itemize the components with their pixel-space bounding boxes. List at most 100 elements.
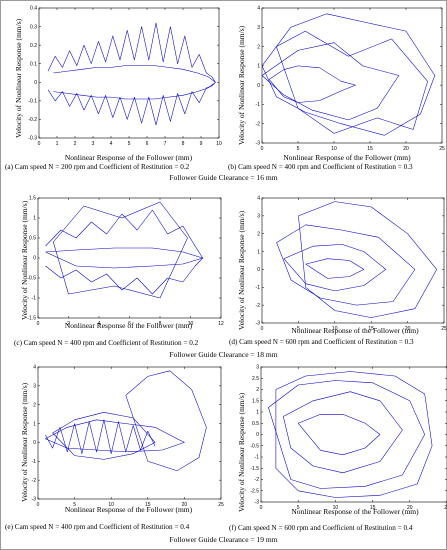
series-line-b-1 [261,13,436,136]
x-tick-label-b: 15 [367,146,373,152]
y-tick-label-a: 0.1 [30,61,37,67]
series-line-f-1 [268,380,425,489]
x-tick-label-c: 4 [98,321,101,327]
xlabel-a: Nonlinear Response of the Follower (mm) [64,153,193,162]
y-tick-label-e: -3 [32,497,37,503]
panel-e: 0 5 10 15 20 25 -3 -2 -1 0 1 2 3 4 Velocity of Nonlin… [0,362,224,550]
y-tick-label-e: 3 [33,384,36,390]
plot-area-e [37,366,222,500]
x-tick-label-d: 10 [332,326,338,332]
caption-f: (f) Cam speed N = 600 rpm and Coefficien… [229,524,413,532]
y-tick-label-f: -1.5 [250,466,259,472]
plot-area-a [38,7,220,139]
x-tick-label-f: 25 [444,505,447,511]
y-tick-label-f: 1.5 [252,398,259,404]
y-tick-label-b: 3 [257,25,260,31]
y-tick-label-d: -1 [256,285,261,291]
y-tick-label-e: -2 [32,478,37,484]
series-line-b-3 [261,42,400,121]
x-tick-label-a: 6 [146,141,149,147]
series-line-d-3 [305,258,365,279]
ylabel-b: Velocity of Nonlinear Response (mm/s) [237,25,246,145]
x-tick-label-f: 20 [407,505,413,511]
panel-c: 0 2 4 6 8 10 12 -1.5 -1 -0.5 0 0.5 1 1.5 Velocity of … [0,190,224,360]
x-tick-label-c: 10 [188,321,194,327]
x-tick-label-e: 20 [182,502,188,508]
y-tick-label-e: 0 [33,440,36,446]
xlabel-e: Nonlinear Response of the Follower (mm) [64,505,193,514]
y-tick-label-a: 0 [34,80,37,86]
series-line-b-2 [276,30,428,134]
plot-area-d [261,197,445,324]
plot-a: 0 1 2 3 4 5 6 7 8 9 10 -0.3 -0.2 -0.1 0 0.1 0.2 0.3 0.4 [28,6,222,147]
series-line-a-0 [47,22,216,83]
series-line-a-2 [53,65,216,100]
x-tick-label-a: 9 [200,141,203,147]
x-tick-label-a: 5 [128,141,131,147]
x-tick-label-a: 0 [38,141,41,147]
y-tick-label-e: 2 [33,402,36,408]
x-tick-label-d: 20 [405,326,411,332]
y-tick-label-e: 1 [33,421,36,427]
y-tick-label-e: -1 [32,459,37,465]
series-line-b-0 [268,65,356,103]
y-tick-label-f: 0.5 [252,421,259,427]
series-line-f-2 [283,391,403,474]
series-line-d-1 [276,224,416,306]
plot-c: 0 2 4 6 8 10 12 -1.5 -1 -0.5 0 0.5 1 1.5 [27,196,224,327]
ylabel-d: Velocity of Nonlinear Response (mm/s) [237,210,246,330]
y-tick-label-c: 1 [33,216,36,222]
plot-b: 0 5 10 15 20 25 -3 -2 -1 0 1 2 3 4 [256,6,445,152]
plot-f: 0 5 10 15 20 25 -3 -2.5 -2 -1.5 -1 -0.5 0 0.5 1 1.5 2 2.5… [250,365,447,511]
x-tick-label-a: 7 [164,141,167,147]
y-tick-label-f: 3 [256,365,259,371]
x-tick-label-e: 0 [37,502,40,508]
x-tick-label-e: 5 [73,502,76,508]
xlabel-d: Nonlinear Response of the Follower (mm) [291,326,419,335]
x-tick-label-b: 5 [297,146,300,152]
y-tick-label-c: 0 [33,256,36,262]
x-tick-label-c: 6 [128,321,131,327]
y-tick-label-f: -2 [255,477,260,483]
panel-b: 0 5 10 15 20 25 -3 -2 -1 0 1 2 3 4 Velocity of Nonlin… [224,0,447,180]
group-label-19mm: Follower Guide Clearance = 19 mm [169,535,278,544]
y-tick-label-c: -1 [32,296,37,302]
plot-e: 0 5 10 15 20 25 -3 -2 -1 0 1 2 3 4 [32,365,224,508]
y-tick-label-b: 0 [257,83,260,89]
x-tick-label-e: 10 [108,502,114,508]
x-tick-label-e: 15 [145,502,151,508]
x-tick-label-e: 25 [218,502,224,508]
group-label-16mm: Follower Guide Clearance = 16 mm [169,173,278,182]
x-tick-label-a: 10 [216,141,222,147]
x-tick-label-c: 8 [159,321,162,327]
series-line-c-3 [53,201,188,299]
y-tick-label-f: 2.5 [252,376,259,382]
y-tick-label-d: 0 [257,267,260,273]
x-tick-label-b: 0 [261,146,264,152]
y-tick-label-b: 4 [257,6,260,12]
y-tick-label-a: 0.3 [30,24,37,30]
xlabel-c: Nonlinear Response of the Follower (mm) [64,321,193,330]
x-tick-label-a: 8 [182,141,185,147]
series-line-e-2 [52,412,156,460]
caption-e: (e) Cam speed N = 400 rpm and Coefficien… [5,523,190,531]
xlabel-f: Nonlinear Response of the Follower (mm) [291,507,419,516]
caption-a: (a) Cam speed N = 200 rpm and Coefficien… [5,163,190,171]
series-line-c-2 [45,247,203,269]
x-tick-label-f: 5 [297,505,300,511]
y-tick-label-d: -3 [256,321,261,327]
y-tick-label-e: 4 [33,365,36,371]
x-tick-label-a: 4 [110,141,113,147]
x-tick-label-d: 15 [368,326,374,332]
y-tick-label-a: 0.4 [30,6,37,12]
y-tick-label-b: -1 [256,102,261,108]
y-tick-label-a: -0.1 [28,99,37,105]
x-tick-label-d: 5 [297,326,300,332]
plot-area-b [261,7,443,144]
series-line-d-2 [283,244,387,292]
series-line-d-0 [298,201,437,318]
y-tick-label-d: 3 [257,214,260,220]
ylabel-c: Velocity of Nonlinear Response (mm/s) [20,200,29,320]
y-tick-label-f: -2.5 [250,488,259,494]
series-line-a-1 [47,82,216,126]
